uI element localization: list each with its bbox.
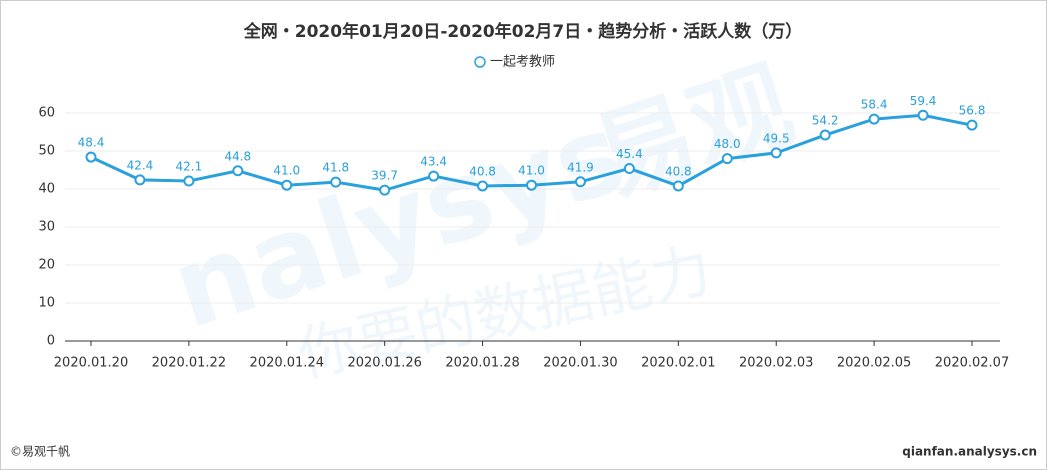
data-label: 59.4 [910, 94, 937, 108]
point [379, 184, 391, 196]
y-tick-label: 30 [38, 220, 55, 235]
x-tick-label: 2020.02.01 [641, 356, 715, 371]
data-label: 39.7 [371, 169, 398, 183]
point [623, 162, 635, 174]
point [819, 129, 831, 141]
data-label: 58.4 [861, 98, 888, 112]
point [281, 179, 293, 191]
data-label: 45.4 [616, 147, 643, 161]
point [183, 175, 195, 187]
data-label: 48.4 [78, 136, 105, 150]
y-tick-label: 0 [47, 334, 55, 349]
y-tick-label: 40 [38, 182, 55, 197]
data-label: 49.5 [763, 131, 790, 145]
point [526, 179, 537, 191]
x-tick-label: 2020.01.24 [250, 356, 324, 371]
point [966, 119, 978, 131]
data-label: 41.0 [273, 164, 300, 178]
point [477, 180, 489, 192]
data-label: 42.1 [176, 160, 203, 174]
data-label: 40.8 [665, 164, 692, 178]
data-label: 56.8 [959, 104, 986, 118]
x-tick-label: 2020.02.05 [837, 356, 911, 371]
data-label: 41.8 [322, 161, 349, 175]
x-tick-label: 2020.02.03 [739, 356, 813, 371]
data-label: 40.8 [469, 164, 496, 178]
x-tick-label: 2020.01.22 [152, 356, 226, 371]
point [134, 174, 146, 186]
data-label: 43.4 [420, 155, 447, 169]
footer-left: ©易观千帆 [10, 444, 70, 459]
legend-marker [474, 56, 486, 68]
data-label: 41.9 [567, 160, 594, 174]
point [917, 109, 929, 121]
point [232, 165, 244, 177]
x-tick-label: 2020.02.07 [935, 356, 1009, 371]
data-label: 44.8 [224, 149, 251, 163]
x-tick-label: 2020.01.26 [347, 356, 421, 371]
x-tick-label: 2020.01.20 [54, 356, 128, 371]
data-label: 48.0 [714, 137, 741, 151]
point [428, 170, 440, 182]
y-tick-label: 10 [38, 296, 55, 311]
x-tick-label: 2020.01.28 [445, 356, 519, 371]
legend-label: 一起考教师 [490, 54, 555, 70]
y-tick-label: 50 [38, 144, 55, 159]
point [330, 176, 342, 188]
point [85, 151, 97, 163]
data-label: 41.0 [518, 164, 545, 178]
y-tick-label: 20 [38, 258, 55, 273]
point [770, 147, 782, 159]
chart-title: 全网・2020年01月20日-2020年02月7日・趋势分析・活跃人数（万） [243, 21, 802, 42]
point [721, 153, 733, 165]
footer-right: qianfan.analysys.cn [902, 445, 1037, 459]
y-tick-label: 60 [38, 106, 55, 121]
point [672, 180, 684, 192]
data-label: 42.4 [127, 158, 154, 172]
point [868, 113, 880, 125]
point [574, 176, 586, 188]
data-label: 54.2 [812, 114, 839, 128]
x-tick-label: 2020.01.30 [543, 356, 617, 371]
